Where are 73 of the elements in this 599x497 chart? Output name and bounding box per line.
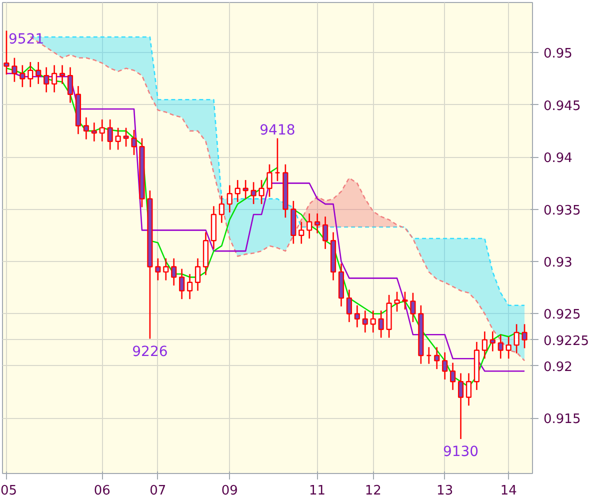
candlestick bbox=[266, 164, 272, 198]
candlestick bbox=[59, 64, 66, 85]
candlestick bbox=[28, 61, 34, 88]
candlestick bbox=[458, 372, 464, 440]
y-tick-label: 0.92 bbox=[544, 360, 572, 375]
candlestick bbox=[194, 258, 201, 292]
y-tick-label: 0.9225 bbox=[544, 334, 589, 349]
candlestick bbox=[36, 61, 42, 85]
candlestick bbox=[99, 118, 105, 142]
candlestick bbox=[498, 334, 504, 360]
candlestick bbox=[155, 258, 161, 281]
x-tick-label: 14 bbox=[500, 484, 517, 497]
candlestick bbox=[410, 292, 416, 323]
candlestick bbox=[450, 362, 456, 391]
candlestick bbox=[123, 127, 129, 148]
candlestick bbox=[218, 195, 224, 224]
candlestick bbox=[52, 64, 58, 93]
y-tick-label: 0.95 bbox=[544, 46, 572, 62]
candlestick bbox=[514, 324, 520, 354]
candlestick bbox=[250, 181, 256, 205]
x-tick-label: 06 bbox=[94, 484, 110, 497]
y-tick-label: 0.93 bbox=[544, 256, 572, 270]
candlestick bbox=[67, 66, 74, 104]
x-tick-label: 13 bbox=[436, 484, 454, 497]
candlestick bbox=[4, 30, 10, 76]
candlestick bbox=[522, 324, 528, 349]
candlestick bbox=[298, 221, 304, 244]
candlestick bbox=[442, 352, 448, 380]
candlestick bbox=[378, 310, 384, 338]
annotation: 9130 bbox=[442, 444, 479, 460]
candlestick bbox=[314, 212, 320, 234]
candlestick bbox=[171, 258, 177, 286]
annotation: 9226 bbox=[132, 344, 168, 360]
candlestick bbox=[12, 57, 18, 83]
x-tick-label: 09 bbox=[221, 484, 238, 497]
candlestick bbox=[506, 336, 512, 360]
candlestick bbox=[107, 118, 113, 150]
y-tick-label: 0.915 bbox=[544, 412, 581, 428]
candlestick bbox=[131, 129, 137, 156]
candlestick bbox=[354, 304, 360, 328]
y-tick-label: 0.945 bbox=[544, 98, 581, 114]
candlestick bbox=[346, 289, 352, 323]
candlestick bbox=[370, 310, 376, 334]
candlestick bbox=[163, 258, 169, 281]
x-tick-label: 12 bbox=[364, 484, 382, 497]
candlestick bbox=[394, 291, 400, 312]
candlestick bbox=[83, 116, 89, 140]
candlestick bbox=[434, 346, 440, 370]
candlestick bbox=[306, 212, 312, 240]
candlestick bbox=[362, 310, 368, 334]
candlestick bbox=[20, 64, 26, 88]
annotation: 9521 bbox=[8, 32, 44, 48]
candlestick bbox=[482, 330, 488, 360]
candlestick bbox=[187, 273, 193, 300]
candlestick bbox=[234, 179, 240, 203]
candlestick bbox=[322, 216, 328, 250]
candlestick bbox=[226, 184, 232, 214]
candlestick bbox=[242, 179, 248, 200]
annotation: 9418 bbox=[260, 122, 296, 138]
x-tick-label: 11 bbox=[309, 484, 326, 497]
y-tick-label: 0.94 bbox=[544, 151, 572, 166]
candlestick bbox=[91, 122, 97, 142]
candlestick bbox=[115, 127, 121, 150]
candlestick bbox=[179, 268, 185, 300]
candlestick bbox=[490, 330, 496, 352]
x-tick-label: 05 bbox=[0, 484, 18, 497]
candlestick bbox=[466, 372, 472, 406]
y-tick-label: 0.935 bbox=[544, 203, 581, 218]
x-tick-label: 07 bbox=[150, 484, 166, 497]
y-tick-label: 0.925 bbox=[544, 308, 581, 323]
candlestick bbox=[402, 291, 408, 310]
candlestick bbox=[258, 179, 264, 205]
candlestick bbox=[44, 66, 50, 93]
